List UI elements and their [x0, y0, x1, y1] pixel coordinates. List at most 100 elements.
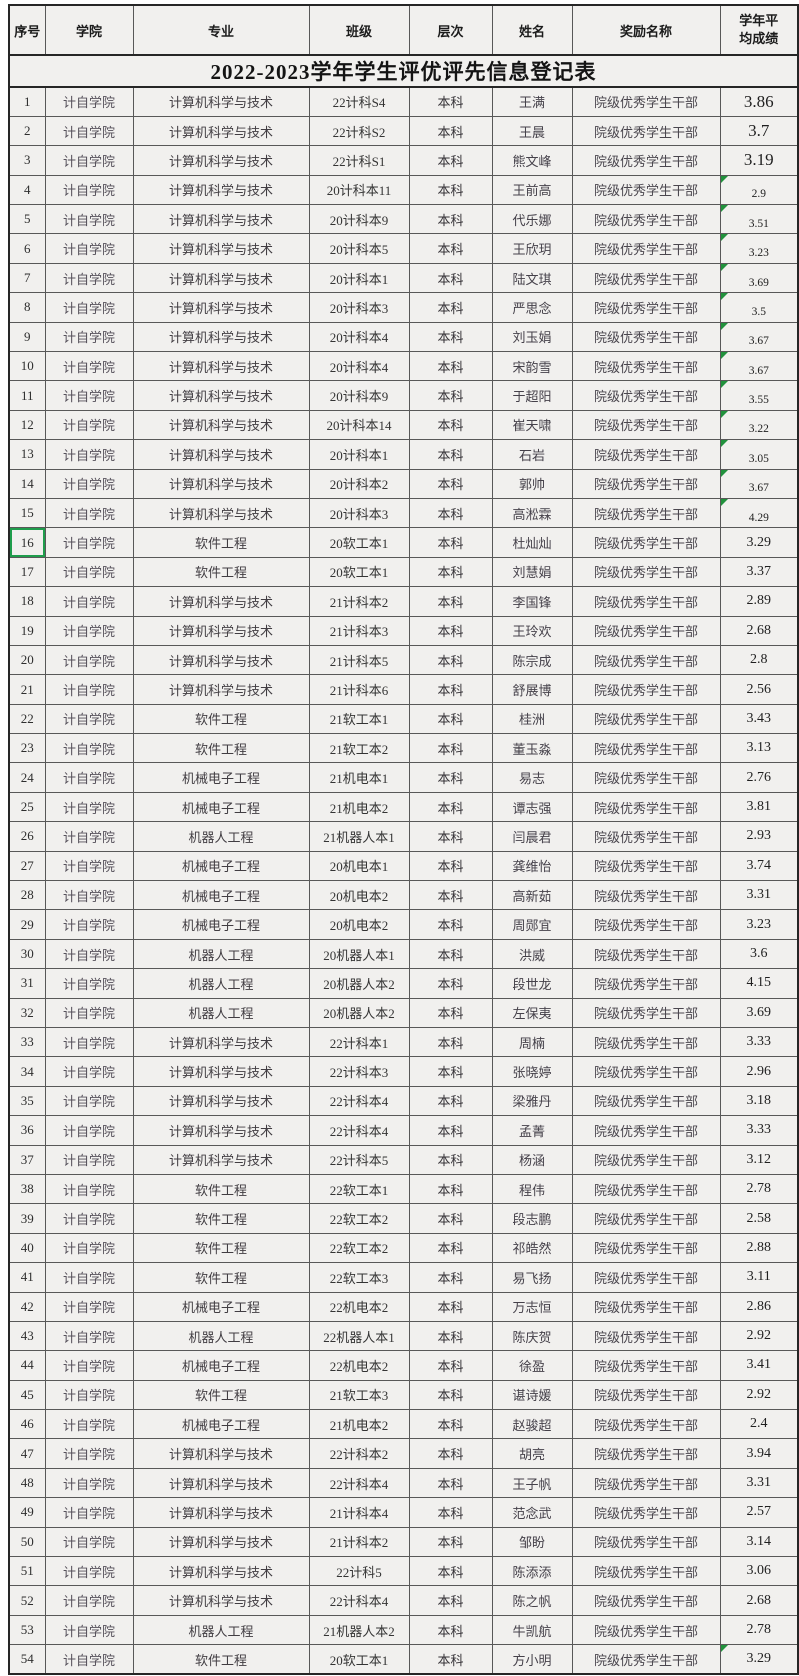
cell-score[interactable]: 3.31	[719, 880, 799, 911]
cell-name[interactable]: 牛凯航	[491, 1614, 573, 1646]
cell-level[interactable]: 本科	[408, 204, 493, 235]
cell-college[interactable]: 计自学院	[44, 292, 134, 323]
cell-award[interactable]: 院级优秀学生干部	[571, 1173, 721, 1205]
cell-major[interactable]: 机械电子工程	[132, 1291, 310, 1322]
cell-no[interactable]: 17	[8, 556, 46, 588]
cell-score[interactable]: 3.11	[719, 1262, 799, 1293]
cell-no[interactable]: 27	[8, 850, 46, 882]
cell-level[interactable]: 本科	[408, 1556, 493, 1587]
cell-score[interactable]: 3.5	[719, 292, 799, 323]
cell-no[interactable]: 54	[8, 1644, 46, 1675]
cell-level[interactable]: 本科	[408, 968, 493, 999]
cell-major[interactable]: 计算机科学与技术	[132, 321, 310, 353]
cell-no[interactable]: 16	[8, 527, 46, 558]
cell-level[interactable]: 本科	[408, 762, 493, 793]
cell-class[interactable]: 22计科S4	[308, 86, 410, 117]
cell-score[interactable]: 3.74	[719, 850, 799, 882]
cell-major[interactable]: 机器人工程	[132, 968, 310, 999]
cell-name[interactable]: 邹盼	[491, 1526, 573, 1558]
cell-score[interactable]: 3.29	[719, 1644, 799, 1675]
cell-award[interactable]: 院级优秀学生干部	[571, 1526, 721, 1558]
cell-no[interactable]: 7	[8, 262, 46, 294]
cell-major[interactable]: 计算机科学与技术	[132, 674, 310, 705]
cell-level[interactable]: 本科	[408, 1350, 493, 1381]
cell-class[interactable]: 20计科本4	[308, 321, 410, 353]
cell-score[interactable]: 2.89	[719, 586, 799, 617]
cell-award[interactable]: 院级优秀学生干部	[571, 1409, 721, 1440]
cell-major[interactable]: 软件工程	[132, 1232, 310, 1264]
cell-no[interactable]: 43	[8, 1320, 46, 1352]
cell-score[interactable]: 3.7	[719, 115, 799, 147]
cell-major[interactable]: 机械电子工程	[132, 791, 310, 823]
cell-score[interactable]: 2.9	[719, 174, 799, 206]
cell-major[interactable]: 计算机科学与技术	[132, 145, 310, 176]
cell-major[interactable]: 计算机科学与技术	[132, 439, 310, 470]
cell-name[interactable]: 董玉淼	[491, 733, 573, 764]
cell-score[interactable]: 3.51	[719, 204, 799, 235]
cell-class[interactable]: 22软工本3	[308, 1262, 410, 1293]
cell-score[interactable]: 3.67	[719, 351, 799, 382]
cell-class[interactable]: 22机电本2	[308, 1291, 410, 1322]
cell-no[interactable]: 24	[8, 762, 46, 793]
cell-level[interactable]: 本科	[408, 1409, 493, 1440]
cell-class[interactable]: 22计科5	[308, 1556, 410, 1587]
cell-no[interactable]: 50	[8, 1526, 46, 1558]
cell-score[interactable]: 3.37	[719, 556, 799, 588]
cell-award[interactable]: 院级优秀学生干部	[571, 1379, 721, 1411]
cell-major[interactable]: 计算机科学与技术	[132, 1144, 310, 1175]
cell-name[interactable]: 易志	[491, 762, 573, 793]
cell-award[interactable]: 院级优秀学生干部	[571, 233, 721, 264]
cell-college[interactable]: 计自学院	[44, 527, 134, 558]
cell-college[interactable]: 计自学院	[44, 674, 134, 705]
cell-class[interactable]: 22计科本4	[308, 1585, 410, 1616]
cell-college[interactable]: 计自学院	[44, 1291, 134, 1322]
cell-level[interactable]: 本科	[408, 1173, 493, 1205]
cell-class[interactable]: 20软工本1	[308, 1644, 410, 1675]
cell-class[interactable]: 22计科本1	[308, 1026, 410, 1058]
col-header-score[interactable]: 学年平均成绩	[719, 4, 799, 56]
cell-no[interactable]: 44	[8, 1350, 46, 1381]
cell-college[interactable]: 计自学院	[44, 703, 134, 735]
cell-college[interactable]: 计自学院	[44, 204, 134, 235]
cell-score[interactable]: 3.81	[719, 791, 799, 823]
cell-award[interactable]: 院级优秀学生干部	[571, 1203, 721, 1234]
cell-score[interactable]: 2.68	[719, 1585, 799, 1616]
cell-college[interactable]: 计自学院	[44, 115, 134, 147]
cell-no[interactable]: 2	[8, 115, 46, 147]
cell-college[interactable]: 计自学院	[44, 1526, 134, 1558]
cell-major[interactable]: 计算机科学与技术	[132, 497, 310, 529]
cell-name[interactable]: 万志恒	[491, 1291, 573, 1322]
cell-college[interactable]: 计自学院	[44, 380, 134, 411]
cell-major[interactable]: 机器人工程	[132, 997, 310, 1029]
cell-award[interactable]: 院级优秀学生干部	[571, 321, 721, 353]
cell-name[interactable]: 龚维怡	[491, 850, 573, 882]
cell-college[interactable]: 计自学院	[44, 439, 134, 470]
cell-college[interactable]: 计自学院	[44, 850, 134, 882]
cell-no[interactable]: 32	[8, 997, 46, 1029]
cell-no[interactable]: 26	[8, 821, 46, 852]
cell-no[interactable]: 31	[8, 968, 46, 999]
cell-score[interactable]: 3.23	[719, 233, 799, 264]
cell-level[interactable]: 本科	[408, 1085, 493, 1117]
cell-college[interactable]: 计自学院	[44, 1644, 134, 1675]
cell-level[interactable]: 本科	[408, 1379, 493, 1411]
cell-no[interactable]: 35	[8, 1085, 46, 1117]
cell-level[interactable]: 本科	[408, 909, 493, 940]
cell-award[interactable]: 院级优秀学生干部	[571, 880, 721, 911]
cell-score[interactable]: 2.78	[719, 1614, 799, 1646]
cell-award[interactable]: 院级优秀学生干部	[571, 850, 721, 882]
cell-name[interactable]: 高新茹	[491, 880, 573, 911]
cell-name[interactable]: 陈庆贺	[491, 1320, 573, 1352]
cell-level[interactable]: 本科	[408, 262, 493, 294]
cell-college[interactable]: 计自学院	[44, 1497, 134, 1528]
cell-college[interactable]: 计自学院	[44, 145, 134, 176]
cell-class[interactable]: 20计科本5	[308, 233, 410, 264]
cell-name[interactable]: 孟菁	[491, 1115, 573, 1146]
cell-major[interactable]: 计算机科学与技术	[132, 115, 310, 147]
cell-level[interactable]: 本科	[408, 321, 493, 353]
cell-college[interactable]: 计自学院	[44, 262, 134, 294]
cell-college[interactable]: 计自学院	[44, 1438, 134, 1469]
cell-class[interactable]: 21机电本1	[308, 762, 410, 793]
cell-score[interactable]: 2.78	[719, 1173, 799, 1205]
cell-major[interactable]: 软件工程	[132, 1644, 310, 1675]
